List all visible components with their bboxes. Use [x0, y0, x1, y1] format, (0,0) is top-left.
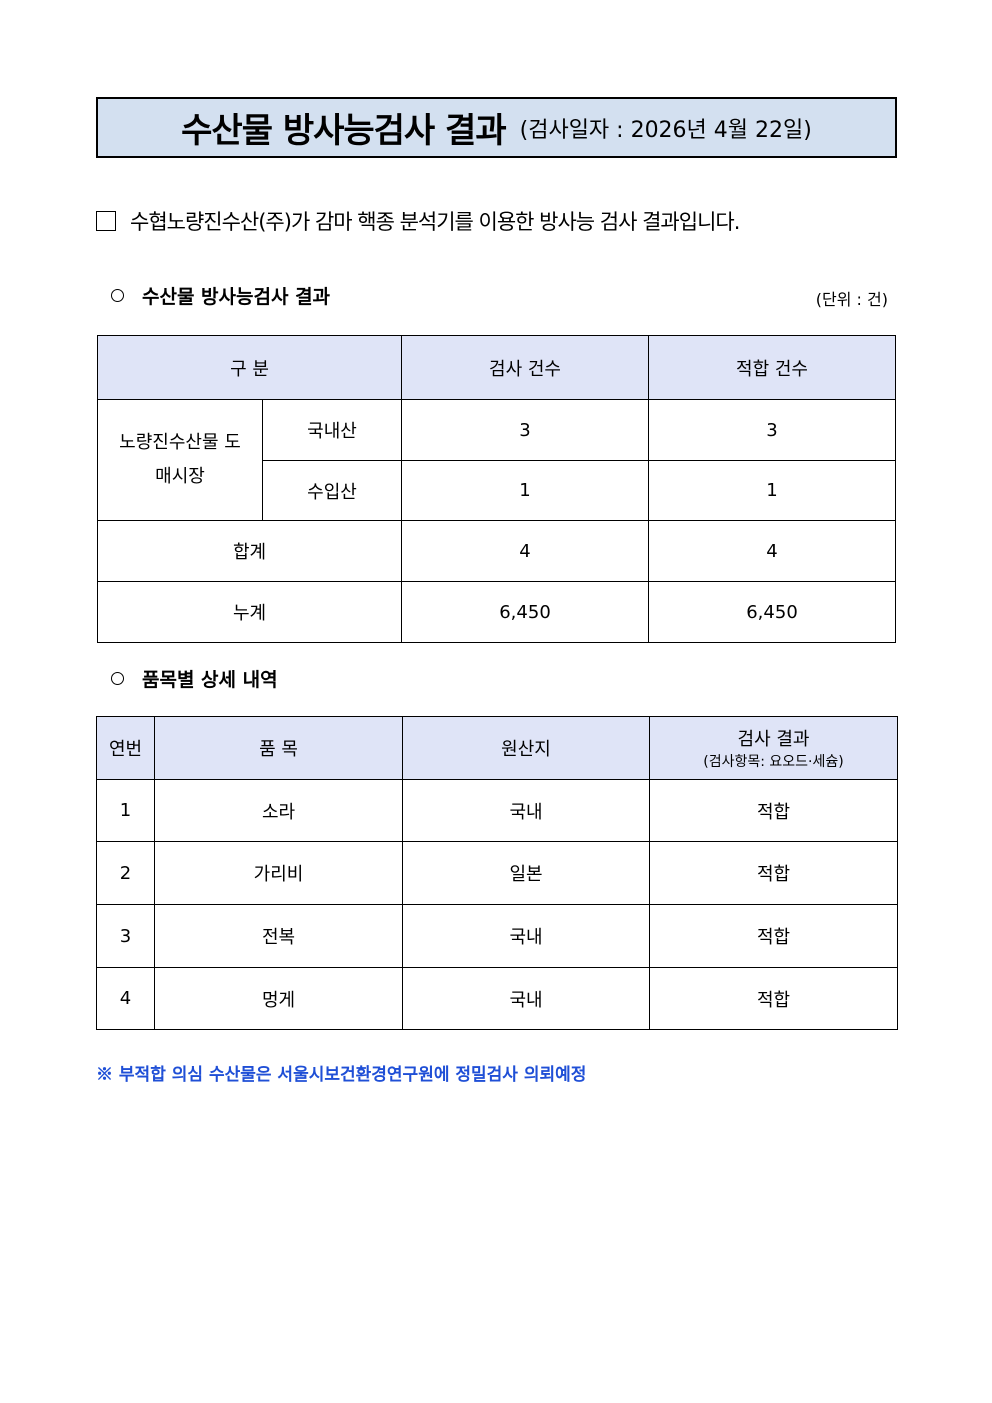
- header-origin: 원산지: [402, 716, 650, 780]
- table-row: 4 멍게 국내 적합: [96, 967, 898, 1030]
- row-item: 멍게: [154, 967, 403, 1030]
- row-origin: 국내: [402, 779, 650, 842]
- detail-table: 연번 품 목 원산지 검사 결과 (검사항목: 요오드·세슘) 1 소라 국내 적합 2 가리비…: [96, 716, 898, 1030]
- table-row: 2 가리비 일본 적합: [96, 841, 898, 905]
- row-origin: 국내: [402, 904, 650, 968]
- header-result: 검사 결과 (검사항목: 요오드·세슘): [649, 716, 898, 780]
- circle-bullet-icon: [111, 289, 124, 302]
- title-box: 수산물 방사능검사 결과 (검사일자 : 2026년 4월 22일): [96, 97, 897, 158]
- intro-line: 수협노량진수산(주)가 감마 핵종 분석기를 이용한 방사능 검사 결과입니다.: [96, 206, 740, 236]
- header-no: 연번: [96, 716, 155, 780]
- header-tested: 검사 건수: [401, 335, 649, 400]
- section1-heading: 수산물 방사능검사 결과: [111, 282, 330, 309]
- tested-count: 1: [401, 460, 649, 521]
- header-passed: 적합 건수: [648, 335, 896, 400]
- row-no: 2: [96, 841, 155, 905]
- tested-count: 4: [401, 520, 649, 582]
- market-cell: 노량진수산물 도매시장: [97, 399, 263, 521]
- tested-count: 6,450: [401, 581, 649, 643]
- circle-bullet-icon: [111, 672, 124, 685]
- row-origin: 국내: [402, 967, 650, 1030]
- passed-count: 1: [648, 460, 896, 521]
- section2-heading: 품목별 상세 내역: [111, 665, 278, 692]
- square-bullet-icon: [96, 211, 116, 231]
- table-row: 1 소라 국내 적합: [96, 779, 898, 842]
- passed-count: 6,450: [648, 581, 896, 643]
- row-result: 적합: [649, 904, 898, 968]
- row-item: 가리비: [154, 841, 403, 905]
- intro-text: 수협노량진수산(주)가 감마 핵종 분석기를 이용한 방사능 검사 결과입니다.: [130, 210, 740, 234]
- row-no: 1: [96, 779, 155, 842]
- passed-count: 3: [648, 399, 896, 461]
- row-no: 3: [96, 904, 155, 968]
- row-result: 적합: [649, 779, 898, 842]
- row-result: 적합: [649, 841, 898, 905]
- footnote: ※ 부적합 의심 수산물은 서울시보건환경연구원에 정밀검사 의뢰예정: [96, 1065, 587, 1085]
- header-item: 품 목: [154, 716, 403, 780]
- section2-title: 품목별 상세 내역: [142, 669, 278, 691]
- inspection-date: (검사일자 : 2026년 4월 22일): [519, 117, 812, 143]
- section1-title: 수산물 방사능검사 결과: [142, 286, 331, 308]
- row-label: 누계: [97, 581, 402, 643]
- row-origin: 일본: [402, 841, 650, 905]
- row-label: 국내산: [262, 399, 402, 461]
- row-label: 합계: [97, 520, 402, 582]
- table-row: 3 전복 국내 적합: [96, 904, 898, 968]
- row-label: 수입산: [262, 460, 402, 521]
- row-item: 전복: [154, 904, 403, 968]
- row-item: 소라: [154, 779, 403, 842]
- unit-label: (단위 : 건): [815, 290, 888, 309]
- row-result: 적합: [649, 967, 898, 1030]
- header-result-label: 검사 결과: [737, 729, 810, 750]
- header-result-sub: (검사항목: 요오드·세슘): [703, 754, 844, 770]
- passed-count: 4: [648, 520, 896, 582]
- header-category: 구 분: [97, 335, 402, 400]
- summary-table: 구 분 검사 건수 적합 건수 노량진수산물 도매시장 국내산 3 3 수입산 1 1 합계 4…: [97, 335, 896, 643]
- tested-count: 3: [401, 399, 649, 461]
- page-title: 수산물 방사능검사 결과: [181, 111, 506, 151]
- row-no: 4: [96, 967, 155, 1030]
